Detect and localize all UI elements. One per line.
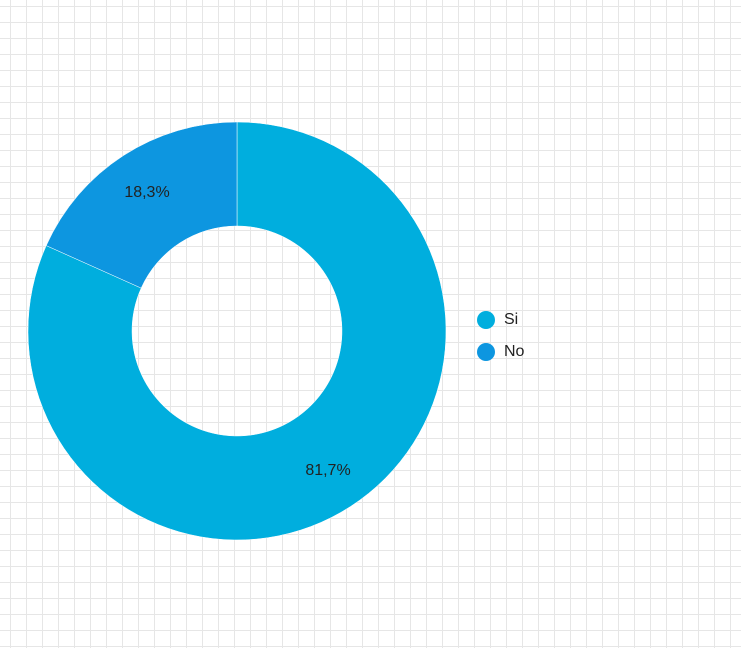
legend-label-si: Si: [504, 311, 519, 328]
legend: Si No: [477, 304, 524, 368]
slice-si[interactable]: [27, 121, 447, 541]
data-label-si: 81,7%: [305, 462, 350, 479]
legend-item-si[interactable]: Si: [477, 304, 524, 336]
legend-swatch-no: [477, 343, 495, 361]
slice-no[interactable]: [45, 121, 238, 289]
legend-label-no: No: [504, 343, 525, 360]
legend-swatch-si: [477, 311, 495, 329]
data-label-no: 18,3%: [124, 184, 169, 201]
legend-item-no[interactable]: No: [477, 336, 524, 368]
